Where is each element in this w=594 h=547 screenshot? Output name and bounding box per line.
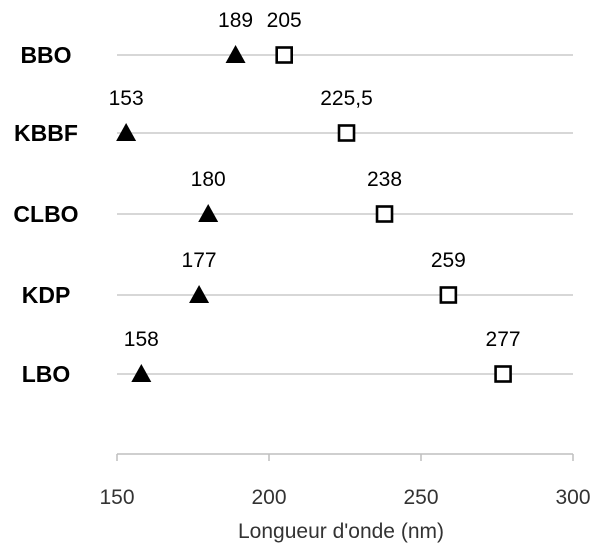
x-axis-title: Longueur d'onde (nm): [238, 520, 444, 543]
x-tick-label: 200: [251, 486, 286, 509]
square-value-label: 238: [367, 168, 402, 191]
square-value-label: 259: [431, 249, 466, 272]
triangle-value-label: 180: [191, 168, 226, 191]
square-point-kdp: [439, 286, 458, 304]
square-point-kbbf: [337, 124, 356, 142]
x-axis-ticks: 150 200 250 300: [99, 454, 591, 509]
category-label-bbo: BBO: [20, 42, 71, 68]
x-axis: 150 200 250 300: [99, 453, 591, 509]
triangle-value-label: 177: [182, 249, 217, 272]
category-label-kdp: KDP: [22, 282, 71, 308]
data-points: [116, 45, 512, 383]
triangle-value-label: 158: [124, 328, 159, 351]
x-tick-label: 150: [99, 486, 134, 509]
square-value-label: 277: [486, 328, 521, 351]
square-value-label: 225,5: [320, 87, 373, 110]
triangle-value-label: 189: [218, 9, 253, 32]
triangle-point-kbbf: [116, 123, 137, 141]
square-value-label: 205: [267, 9, 302, 32]
x-tick-label: 250: [403, 486, 438, 509]
data-labels: 189 153 180 177 158 205 225,5 238 259 277: [109, 9, 521, 351]
category-label-lbo: LBO: [22, 361, 71, 387]
triangle-point-bbo: [225, 45, 246, 63]
category-label-clbo: CLBO: [13, 201, 78, 227]
triangle-point-lbo: [131, 364, 152, 382]
square-point-clbo: [375, 205, 394, 223]
triangle-point-kdp: [189, 285, 210, 303]
triangle-value-label: 153: [109, 87, 144, 110]
triangle-point-clbo: [198, 204, 219, 222]
x-tick-label: 300: [555, 486, 590, 509]
category-rows: BBO KBBF CLBO KDP LBO: [13, 42, 573, 387]
category-label-kbbf: KBBF: [14, 120, 78, 146]
square-point-lbo: [494, 365, 512, 383]
square-point-bbo: [275, 46, 294, 64]
